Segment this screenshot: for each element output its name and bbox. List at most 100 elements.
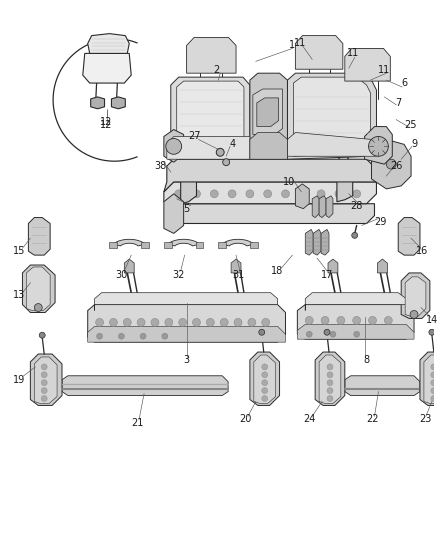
Polygon shape: [319, 355, 341, 403]
Circle shape: [216, 148, 224, 156]
Text: 16: 16: [416, 246, 428, 256]
Text: 32: 32: [173, 270, 185, 280]
Polygon shape: [26, 267, 50, 311]
Circle shape: [327, 372, 333, 378]
Circle shape: [352, 232, 358, 238]
Text: 10: 10: [283, 177, 296, 187]
Circle shape: [110, 318, 117, 326]
Text: 12: 12: [100, 119, 113, 130]
Text: 38: 38: [155, 161, 167, 171]
Polygon shape: [345, 49, 390, 81]
Text: 2: 2: [213, 65, 219, 75]
Text: 26: 26: [390, 161, 403, 171]
Circle shape: [410, 311, 418, 318]
Circle shape: [335, 190, 343, 198]
Polygon shape: [398, 217, 420, 255]
Polygon shape: [164, 130, 184, 162]
Polygon shape: [424, 355, 438, 403]
Circle shape: [337, 317, 345, 325]
Polygon shape: [295, 36, 343, 69]
Circle shape: [317, 190, 325, 198]
Circle shape: [175, 190, 183, 198]
Circle shape: [327, 387, 333, 393]
Polygon shape: [326, 196, 333, 217]
Circle shape: [246, 190, 254, 198]
Polygon shape: [88, 34, 129, 53]
Text: 20: 20: [240, 414, 252, 424]
Polygon shape: [250, 242, 258, 248]
Text: 24: 24: [303, 414, 315, 424]
Polygon shape: [164, 194, 184, 233]
Circle shape: [228, 190, 236, 198]
Polygon shape: [88, 304, 286, 342]
Polygon shape: [231, 259, 241, 273]
Text: 25: 25: [404, 119, 417, 130]
Polygon shape: [305, 293, 406, 311]
Text: 4: 4: [230, 139, 236, 149]
Polygon shape: [167, 136, 250, 159]
Polygon shape: [378, 259, 387, 273]
Polygon shape: [253, 89, 283, 134]
Text: 6: 6: [401, 78, 407, 88]
Polygon shape: [95, 293, 278, 311]
Polygon shape: [337, 176, 353, 201]
Polygon shape: [171, 77, 250, 159]
Circle shape: [95, 318, 103, 326]
Circle shape: [386, 159, 396, 169]
Polygon shape: [287, 73, 377, 159]
Text: 17: 17: [321, 270, 333, 280]
Polygon shape: [321, 229, 329, 255]
Polygon shape: [180, 176, 197, 204]
Text: 3: 3: [184, 355, 190, 365]
Polygon shape: [83, 53, 131, 83]
Circle shape: [234, 318, 242, 326]
Polygon shape: [28, 217, 50, 255]
Circle shape: [165, 318, 173, 326]
Text: 8: 8: [364, 355, 370, 365]
Polygon shape: [297, 304, 414, 339]
Polygon shape: [141, 242, 149, 248]
Circle shape: [327, 395, 333, 401]
Text: 19: 19: [13, 375, 25, 385]
Polygon shape: [34, 357, 57, 403]
Circle shape: [330, 332, 336, 337]
Polygon shape: [287, 133, 377, 156]
Circle shape: [431, 379, 437, 386]
Circle shape: [39, 332, 45, 338]
Text: 14: 14: [426, 316, 438, 325]
Polygon shape: [328, 259, 338, 273]
Text: 27: 27: [188, 132, 201, 141]
Circle shape: [385, 317, 392, 325]
Circle shape: [140, 333, 146, 339]
Polygon shape: [250, 133, 287, 159]
Circle shape: [282, 190, 290, 198]
Circle shape: [206, 318, 214, 326]
Circle shape: [124, 318, 131, 326]
Circle shape: [97, 333, 102, 339]
Polygon shape: [371, 140, 411, 189]
Polygon shape: [405, 277, 426, 317]
Circle shape: [327, 379, 333, 386]
Polygon shape: [110, 242, 117, 248]
Polygon shape: [177, 81, 244, 159]
Circle shape: [299, 190, 307, 198]
Circle shape: [264, 190, 272, 198]
Polygon shape: [297, 325, 414, 339]
Text: 11: 11: [378, 65, 391, 75]
Circle shape: [220, 318, 228, 326]
Polygon shape: [420, 352, 438, 406]
Polygon shape: [30, 354, 62, 406]
Polygon shape: [257, 98, 279, 126]
Text: 23: 23: [420, 414, 432, 424]
Circle shape: [137, 318, 145, 326]
Polygon shape: [250, 352, 279, 406]
Text: 28: 28: [350, 201, 363, 211]
Polygon shape: [164, 242, 172, 248]
Text: 7: 7: [395, 98, 401, 108]
Text: 29: 29: [374, 216, 387, 227]
Text: 9: 9: [411, 139, 417, 149]
Polygon shape: [195, 242, 203, 248]
Circle shape: [321, 317, 329, 325]
Circle shape: [353, 317, 360, 325]
Text: 31: 31: [232, 270, 244, 280]
